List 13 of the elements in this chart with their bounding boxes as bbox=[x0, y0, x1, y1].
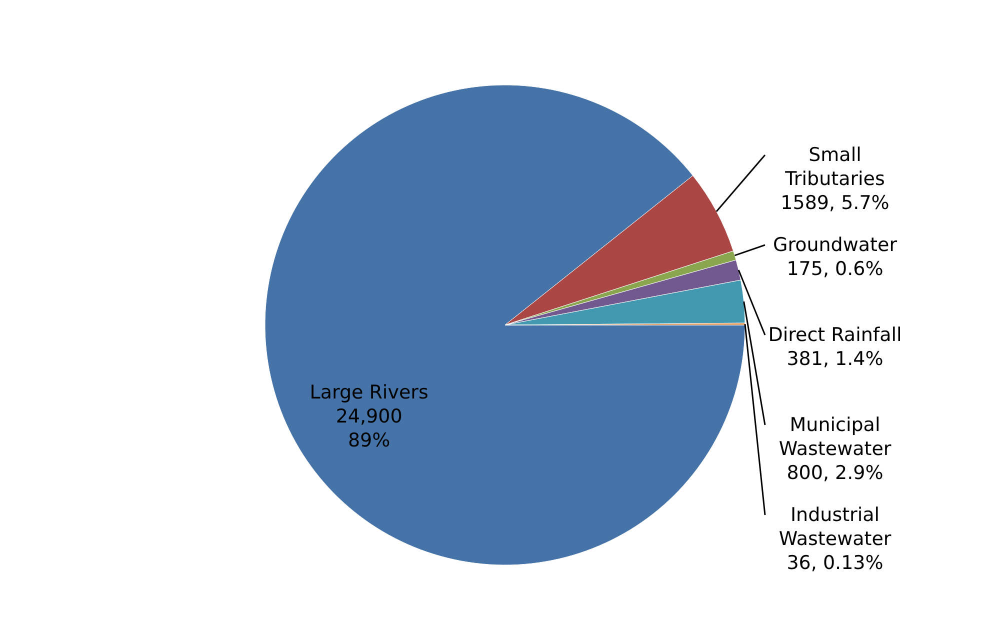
slice-label: Direct Rainfall bbox=[768, 324, 902, 346]
slice-label: Large Rivers bbox=[310, 381, 428, 404]
data-label: 800, 2.9% bbox=[786, 462, 884, 484]
data-label: 24,900 89% bbox=[336, 405, 402, 452]
data-label: 381, 1.4% bbox=[786, 348, 884, 370]
data-label: 36, 0.13% bbox=[786, 552, 884, 574]
pie-slice bbox=[265, 84, 746, 566]
data-label: 1589, 5.7% bbox=[780, 192, 890, 214]
slice-label: Groundwater bbox=[772, 234, 898, 256]
slice-label: Small Tributaries bbox=[784, 144, 885, 190]
slice-label: Industrial Wastewater bbox=[778, 504, 892, 550]
data-label: 175, 0.6% bbox=[786, 258, 884, 280]
slice-label: Municipal Wastewater bbox=[778, 414, 892, 460]
